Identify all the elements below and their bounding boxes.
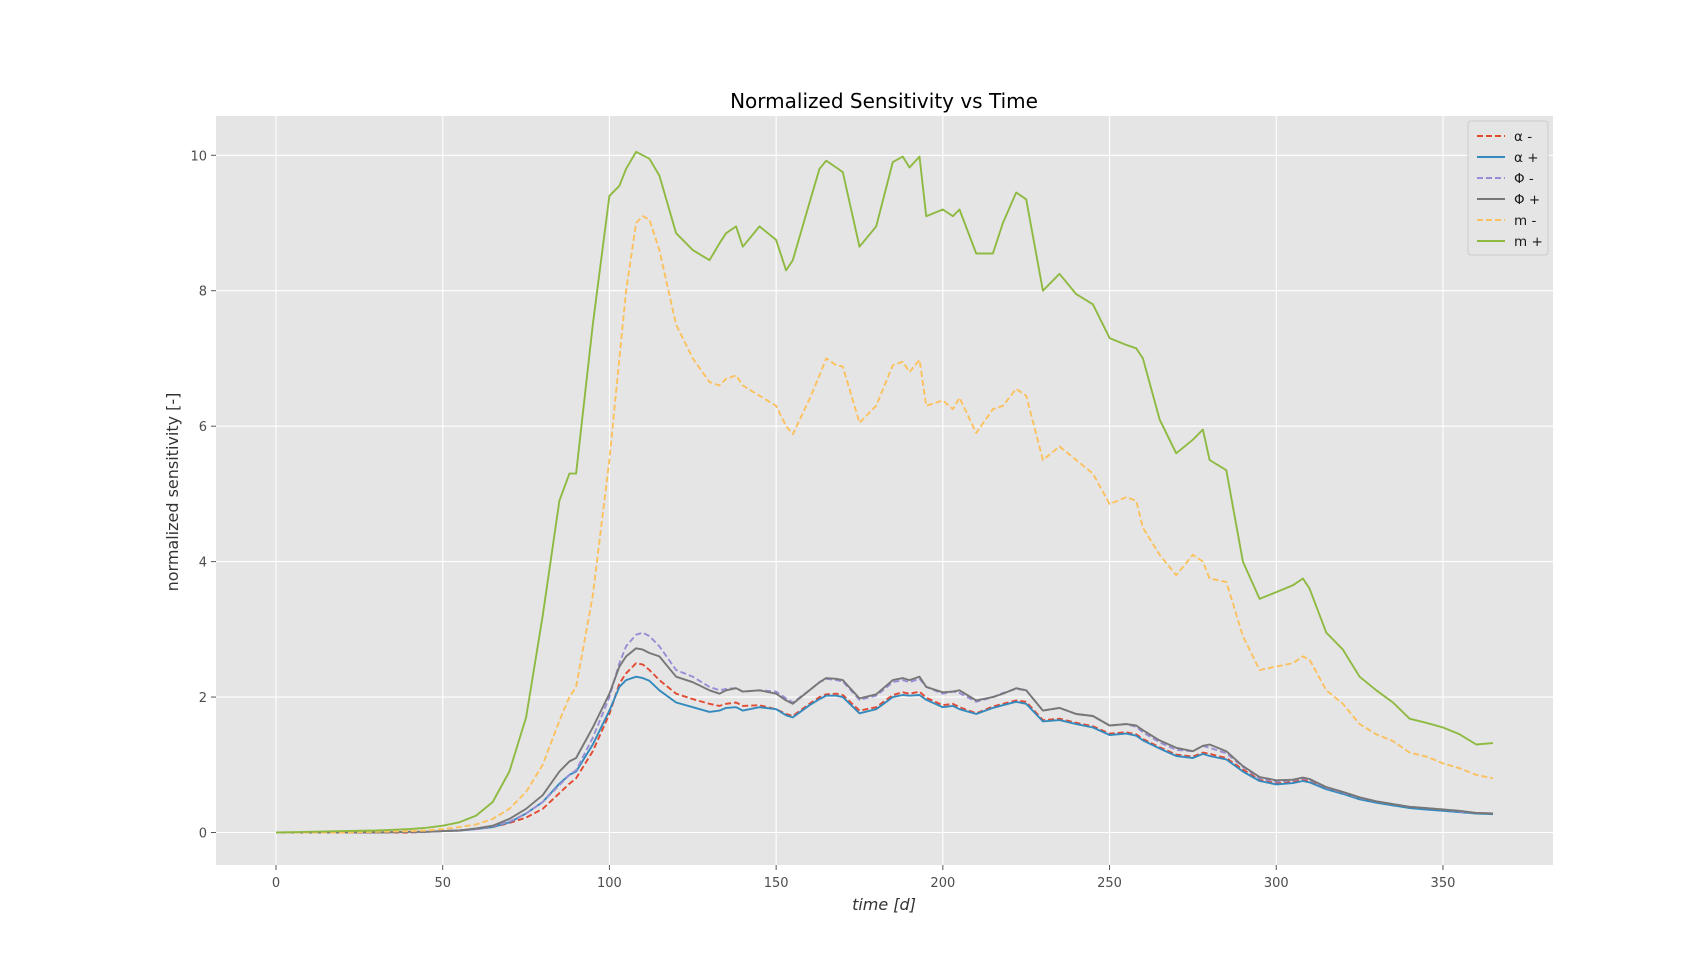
y-tick-label: 2 bbox=[199, 691, 207, 706]
y-tick-label: 6 bbox=[199, 420, 207, 435]
y-tick-label: 4 bbox=[199, 556, 207, 571]
y-axis-label: normalized sensitivity [-] bbox=[163, 393, 182, 592]
legend-box bbox=[1467, 120, 1549, 256]
x-tick-label: 200 bbox=[930, 876, 955, 891]
series-line-m- bbox=[276, 215, 1494, 834]
series-line-α+ bbox=[276, 675, 1494, 834]
series-line-Φ- bbox=[276, 631, 1494, 834]
legend-label: m - bbox=[1514, 213, 1536, 229]
series-line-α- bbox=[276, 662, 1494, 834]
legend-label: Φ - bbox=[1514, 171, 1534, 187]
x-tick-label: 0 bbox=[272, 876, 280, 891]
series-line-Φ+ bbox=[276, 647, 1494, 834]
x-tick-label: 250 bbox=[1097, 876, 1122, 891]
series-line-m+ bbox=[275, 150, 1494, 834]
grid-lines bbox=[216, 116, 1553, 865]
y-axis-ticks: 0 2 4 6 8 10 bbox=[190, 149, 216, 841]
legend-label: m + bbox=[1514, 234, 1543, 250]
x-tick-label: 50 bbox=[434, 876, 451, 891]
x-axis-ticks: 0 50 100 150 200 250 300 350 bbox=[272, 865, 1456, 891]
x-tick-label: 150 bbox=[764, 876, 789, 891]
legend-label: α - bbox=[1514, 129, 1532, 145]
x-tick-label: 300 bbox=[1264, 876, 1289, 891]
y-tick-label: 8 bbox=[199, 285, 207, 300]
y-tick-label: 0 bbox=[199, 826, 207, 841]
x-axis-label: time [d] bbox=[852, 895, 916, 914]
legend: α - α + Φ - Φ + m - m + bbox=[1467, 120, 1549, 256]
series-layer bbox=[275, 150, 1494, 834]
plot-background bbox=[216, 116, 1553, 865]
legend-label: Φ + bbox=[1514, 192, 1540, 208]
x-tick-label: 100 bbox=[597, 876, 622, 891]
legend-label: α + bbox=[1514, 150, 1539, 166]
y-tick-label: 10 bbox=[190, 149, 207, 164]
x-tick-label: 350 bbox=[1431, 876, 1456, 891]
chart-title: Normalized Sensitivity vs Time bbox=[730, 89, 1038, 113]
